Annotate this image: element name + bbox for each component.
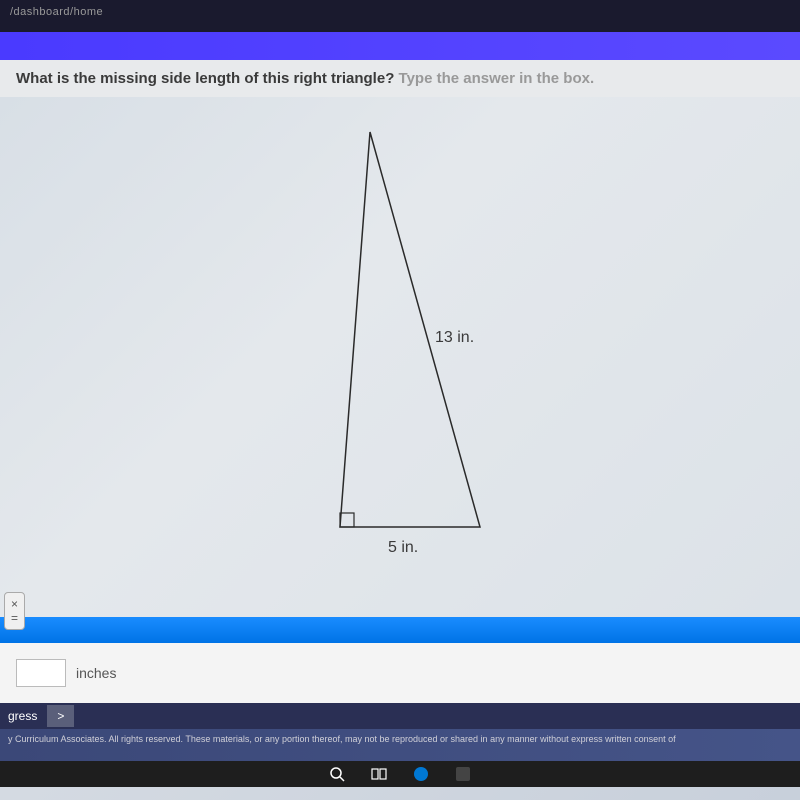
task-view-icon[interactable] [370,765,388,783]
hypotenuse-label: 13 in. [435,329,474,346]
triangle-diagram: 13 in. 5 in. [280,127,540,567]
question-hint: Type the answer in the box. [394,70,594,87]
tool-panel[interactable]: × = [4,592,25,630]
browser-top-bar: /dashboard/home [0,0,800,32]
windows-taskbar[interactable] [0,761,800,787]
triangle-svg: 13 in. 5 in. [280,127,540,567]
tool-equals-icon[interactable]: = [11,611,18,625]
search-icon[interactable] [328,765,346,783]
edge-icon[interactable] [412,765,430,783]
app-header-bar [0,32,800,60]
progress-next-button[interactable]: > [47,705,74,727]
right-angle-marker [340,513,354,527]
tool-multiply-icon[interactable]: × [11,597,18,611]
url-fragment: /dashboard/home [10,6,103,18]
workspace-canvas: 13 in. 5 in. × = [0,97,800,617]
question-bar: What is the missing side length of this … [0,60,800,97]
question-text: What is the missing side length of this … [16,70,394,87]
base-label: 5 in. [388,539,418,556]
app-icon[interactable] [454,765,472,783]
progress-bar: gress > [0,703,800,729]
divider-blue-bar [0,617,800,643]
answer-unit-label: inches [76,665,116,681]
progress-label: gress [0,705,45,727]
copyright-bar: y Curriculum Associates. All rights rese… [0,729,800,761]
answer-input[interactable] [16,659,66,687]
copyright-text: y Curriculum Associates. All rights rese… [8,734,676,744]
answer-area: inches [0,643,800,703]
